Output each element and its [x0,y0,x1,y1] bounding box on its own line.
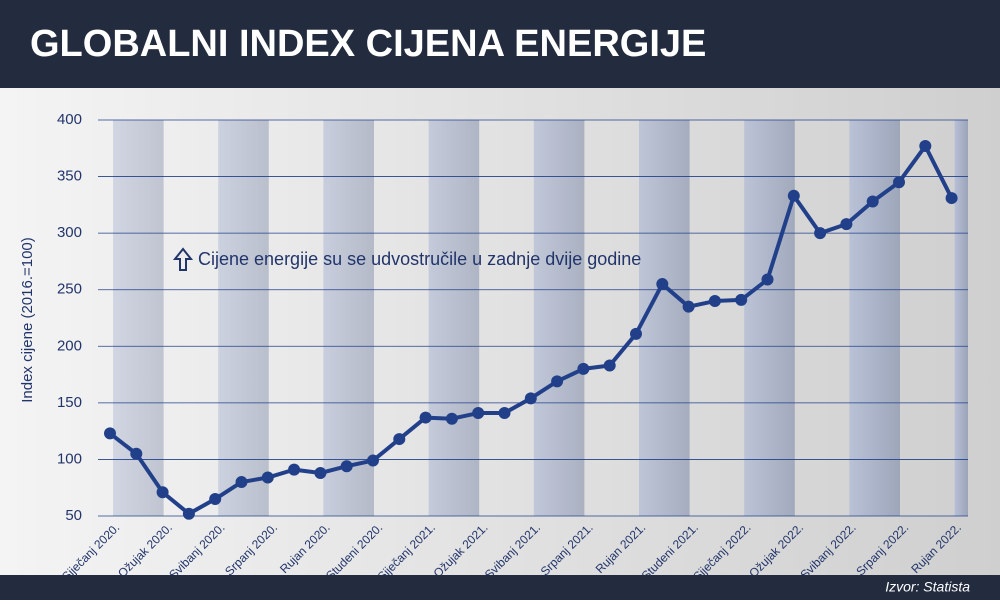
point [630,327,642,340]
point [761,273,774,286]
y-axis-label: Index cijene (2016.=100) [19,237,36,403]
point [551,375,564,388]
y-tick-label: 300 [57,224,82,241]
point [261,471,274,484]
point [893,176,905,189]
source: Izvor: Statista [885,579,970,595]
arrow-icon [172,247,194,271]
point [787,189,800,202]
point [708,295,721,308]
y-tick-label: 250 [57,281,82,298]
band [218,120,269,516]
point [498,407,511,420]
point [603,359,616,372]
band [744,120,795,516]
point [314,467,327,480]
point [367,454,379,467]
point [445,412,458,425]
point [866,195,879,208]
band [533,120,585,516]
point [340,460,353,473]
point [288,463,301,476]
point [524,392,537,405]
point [656,278,669,291]
point [104,427,116,440]
point [577,362,590,375]
point [419,411,432,424]
point [156,486,169,499]
y-tick-label: 350 [57,168,82,185]
header [0,0,1000,88]
point [814,227,827,240]
point [919,140,932,153]
point [182,507,195,520]
band [849,120,900,516]
footer [0,575,1000,600]
point [682,300,695,313]
chart-title: GLOBALNI INDEX CIJENA ENERGIJE [30,23,706,65]
point [209,493,222,506]
annotation: Cijene energije su se udvostručile u zad… [198,249,641,269]
point [235,476,248,489]
point [472,407,485,420]
band [323,120,374,516]
y-tick-label: 100 [57,450,82,467]
band [639,120,690,516]
point [945,192,958,205]
y-tick-label: 200 [57,337,82,354]
band [954,120,968,516]
y-tick-label: 150 [57,394,82,411]
y-tick-label: 50 [65,507,82,524]
point [840,218,853,231]
point [130,447,143,460]
point [393,433,406,446]
band [428,120,480,516]
point [735,293,748,306]
y-tick-label: 400 [57,111,82,128]
